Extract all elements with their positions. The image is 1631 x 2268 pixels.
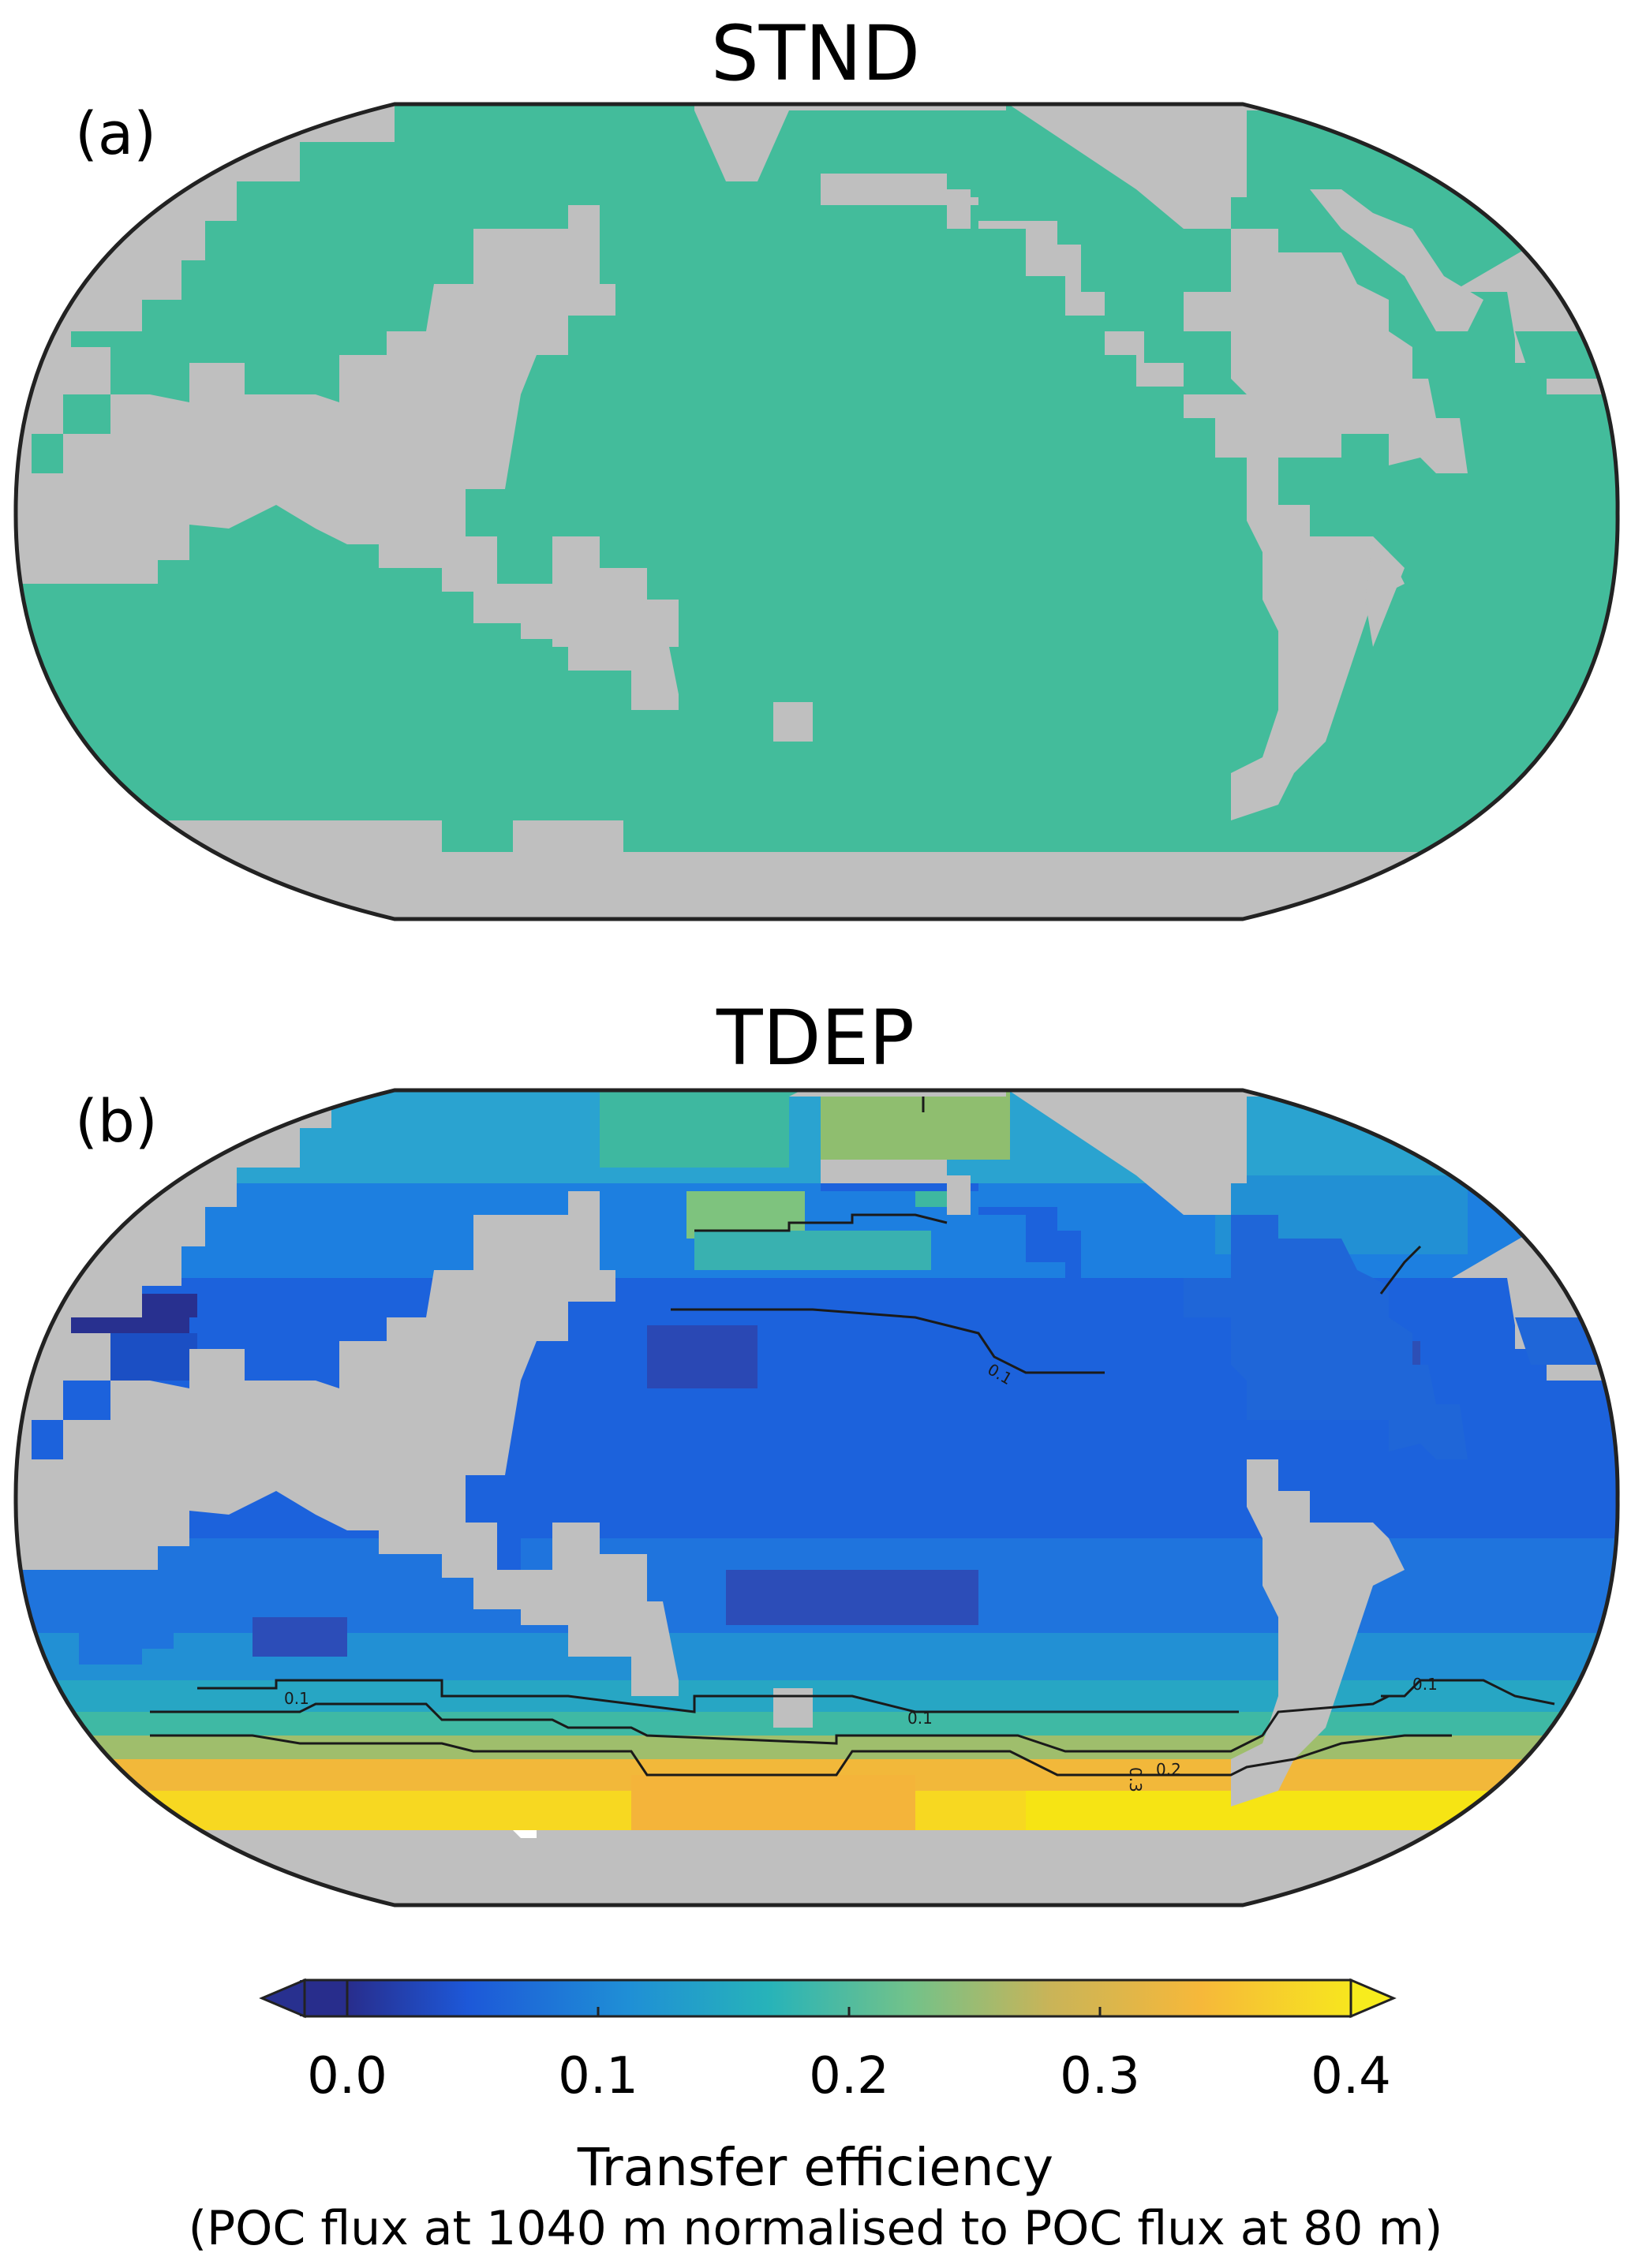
contour-label: 0.1 [1412, 1675, 1438, 1694]
colorbar-label: Transfer efficiency [577, 2137, 1054, 2198]
colorbar-tick-label: 0.2 [809, 2047, 889, 2105]
colorbar-tick-label: 0.1 [558, 2047, 638, 2105]
colorbar-tick-label: 0.0 [307, 2047, 387, 2105]
colorbar-tick-label: 0.3 [1060, 2047, 1140, 2105]
contour-label: 0.3 [1126, 1767, 1145, 1792]
colorbar-tick-label: 0.4 [1311, 2047, 1391, 2105]
map-stnd [13, 102, 1620, 921]
contours-tdep [150, 1097, 1555, 1777]
map-outline-tdep [13, 1088, 1620, 1907]
ocean-field-stnd [15, 104, 1618, 919]
contour-label: 0.2 [1156, 1760, 1181, 1779]
colorbar-sublabel: (POC flux at 1040 m normalised to POC fl… [188, 2201, 1443, 2256]
panel-a-label: (a) [75, 100, 157, 168]
panel-b-label: (b) [75, 1088, 158, 1156]
panel-b-title: TDEP [716, 994, 915, 1082]
colorbar-extend-high [1349, 1978, 1397, 2019]
contour-label: 0.1 [284, 1689, 309, 1708]
map-outline-stnd [13, 102, 1620, 921]
colorbar [259, 1978, 1397, 2019]
colorbar-ticks [346, 2007, 1352, 2016]
colorbar-extend-low-triangle [259, 1978, 306, 2019]
contour-label: 0.1 [907, 1709, 933, 1728]
panel-a-title: STND [710, 9, 921, 98]
map-tdep: 0.1 0.1 0.1 0.1 0.2 0.3 [13, 1088, 1620, 1907]
